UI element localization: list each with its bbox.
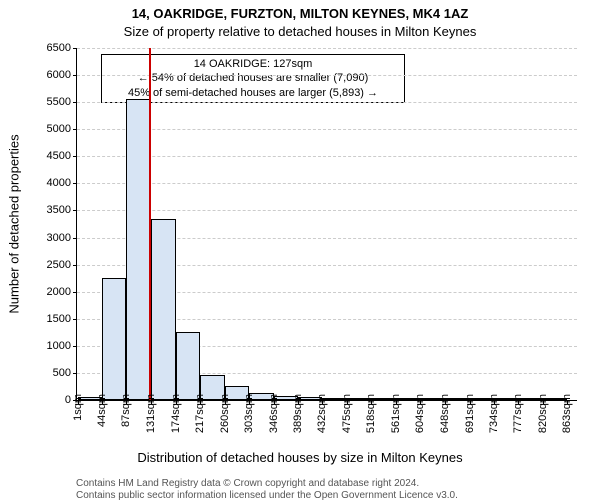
x-tick-label: 1sqm: [72, 394, 84, 421]
footer-line-2: Contains public sector information licen…: [76, 490, 458, 501]
x-tick-label: 303sqm: [243, 394, 255, 433]
y-tick-label: 6000: [47, 69, 77, 81]
x-tick-label: 131sqm: [145, 394, 157, 433]
annotation-line-1: 14 OAKRIDGE: 127sqm: [108, 57, 398, 71]
x-axis-label: Distribution of detached houses by size …: [0, 450, 600, 465]
annotation-box: 14 OAKRIDGE: 127sqm ← 54% of detached ho…: [101, 54, 405, 103]
y-tick-label: 500: [53, 367, 77, 379]
histogram-bar: [102, 278, 126, 400]
grid-line: [77, 129, 577, 130]
y-tick-label: 2500: [47, 259, 77, 271]
y-tick-label: 1500: [47, 313, 77, 325]
grid-line: [77, 102, 577, 103]
annotation-line-3: 45% of semi-detached houses are larger (…: [108, 86, 398, 100]
x-tick-label: 389sqm: [292, 394, 304, 433]
y-tick-label: 4500: [47, 150, 77, 162]
chart-title-address: 14, OAKRIDGE, FURZTON, MILTON KEYNES, MK…: [0, 6, 600, 21]
x-tick-label: 604sqm: [414, 394, 426, 433]
y-tick-label: 5500: [47, 96, 77, 108]
plot-area: 14 OAKRIDGE: 127sqm ← 54% of detached ho…: [76, 48, 577, 401]
x-tick-label: 174sqm: [170, 394, 182, 433]
x-tick-label: 691sqm: [464, 394, 476, 433]
chart-container: 14, OAKRIDGE, FURZTON, MILTON KEYNES, MK…: [0, 0, 600, 500]
histogram-bar: [176, 332, 200, 400]
footer-line-1: Contains HM Land Registry data © Crown c…: [76, 478, 419, 489]
x-tick-label: 648sqm: [439, 394, 451, 433]
y-tick-label: 1000: [47, 340, 77, 352]
grid-line: [77, 156, 577, 157]
x-tick-label: 561sqm: [390, 394, 402, 433]
x-tick-label: 217sqm: [194, 394, 206, 433]
y-axis-label: Number of detached properties: [7, 134, 22, 313]
chart-title-subtitle: Size of property relative to detached ho…: [0, 24, 600, 39]
annotation-line-2: ← 54% of detached houses are smaller (7,…: [108, 71, 398, 85]
x-tick-label: 734sqm: [488, 394, 500, 433]
y-tick-label: 3000: [47, 232, 77, 244]
x-tick-label: 260sqm: [219, 394, 231, 433]
grid-line: [77, 183, 577, 184]
x-tick-label: 475sqm: [341, 394, 353, 433]
y-tick-label: 4000: [47, 177, 77, 189]
x-tick-label: 87sqm: [120, 394, 132, 427]
x-tick-label: 777sqm: [512, 394, 524, 433]
grid-line: [77, 210, 577, 211]
x-tick-label: 863sqm: [561, 394, 573, 433]
grid-line: [77, 75, 577, 76]
y-tick-label: 2000: [47, 286, 77, 298]
x-tick-label: 44sqm: [96, 394, 108, 427]
y-tick-label: 3500: [47, 204, 77, 216]
histogram-bar: [151, 219, 175, 400]
histogram-bar: [126, 99, 150, 400]
x-tick-label: 820sqm: [537, 394, 549, 433]
y-tick-label: 6500: [47, 42, 77, 54]
grid-line: [77, 48, 577, 49]
x-tick-label: 518sqm: [365, 394, 377, 433]
x-tick-label: 432sqm: [316, 394, 328, 433]
x-tick-label: 346sqm: [268, 394, 280, 433]
reference-line: [149, 48, 151, 400]
y-tick-label: 5000: [47, 123, 77, 135]
